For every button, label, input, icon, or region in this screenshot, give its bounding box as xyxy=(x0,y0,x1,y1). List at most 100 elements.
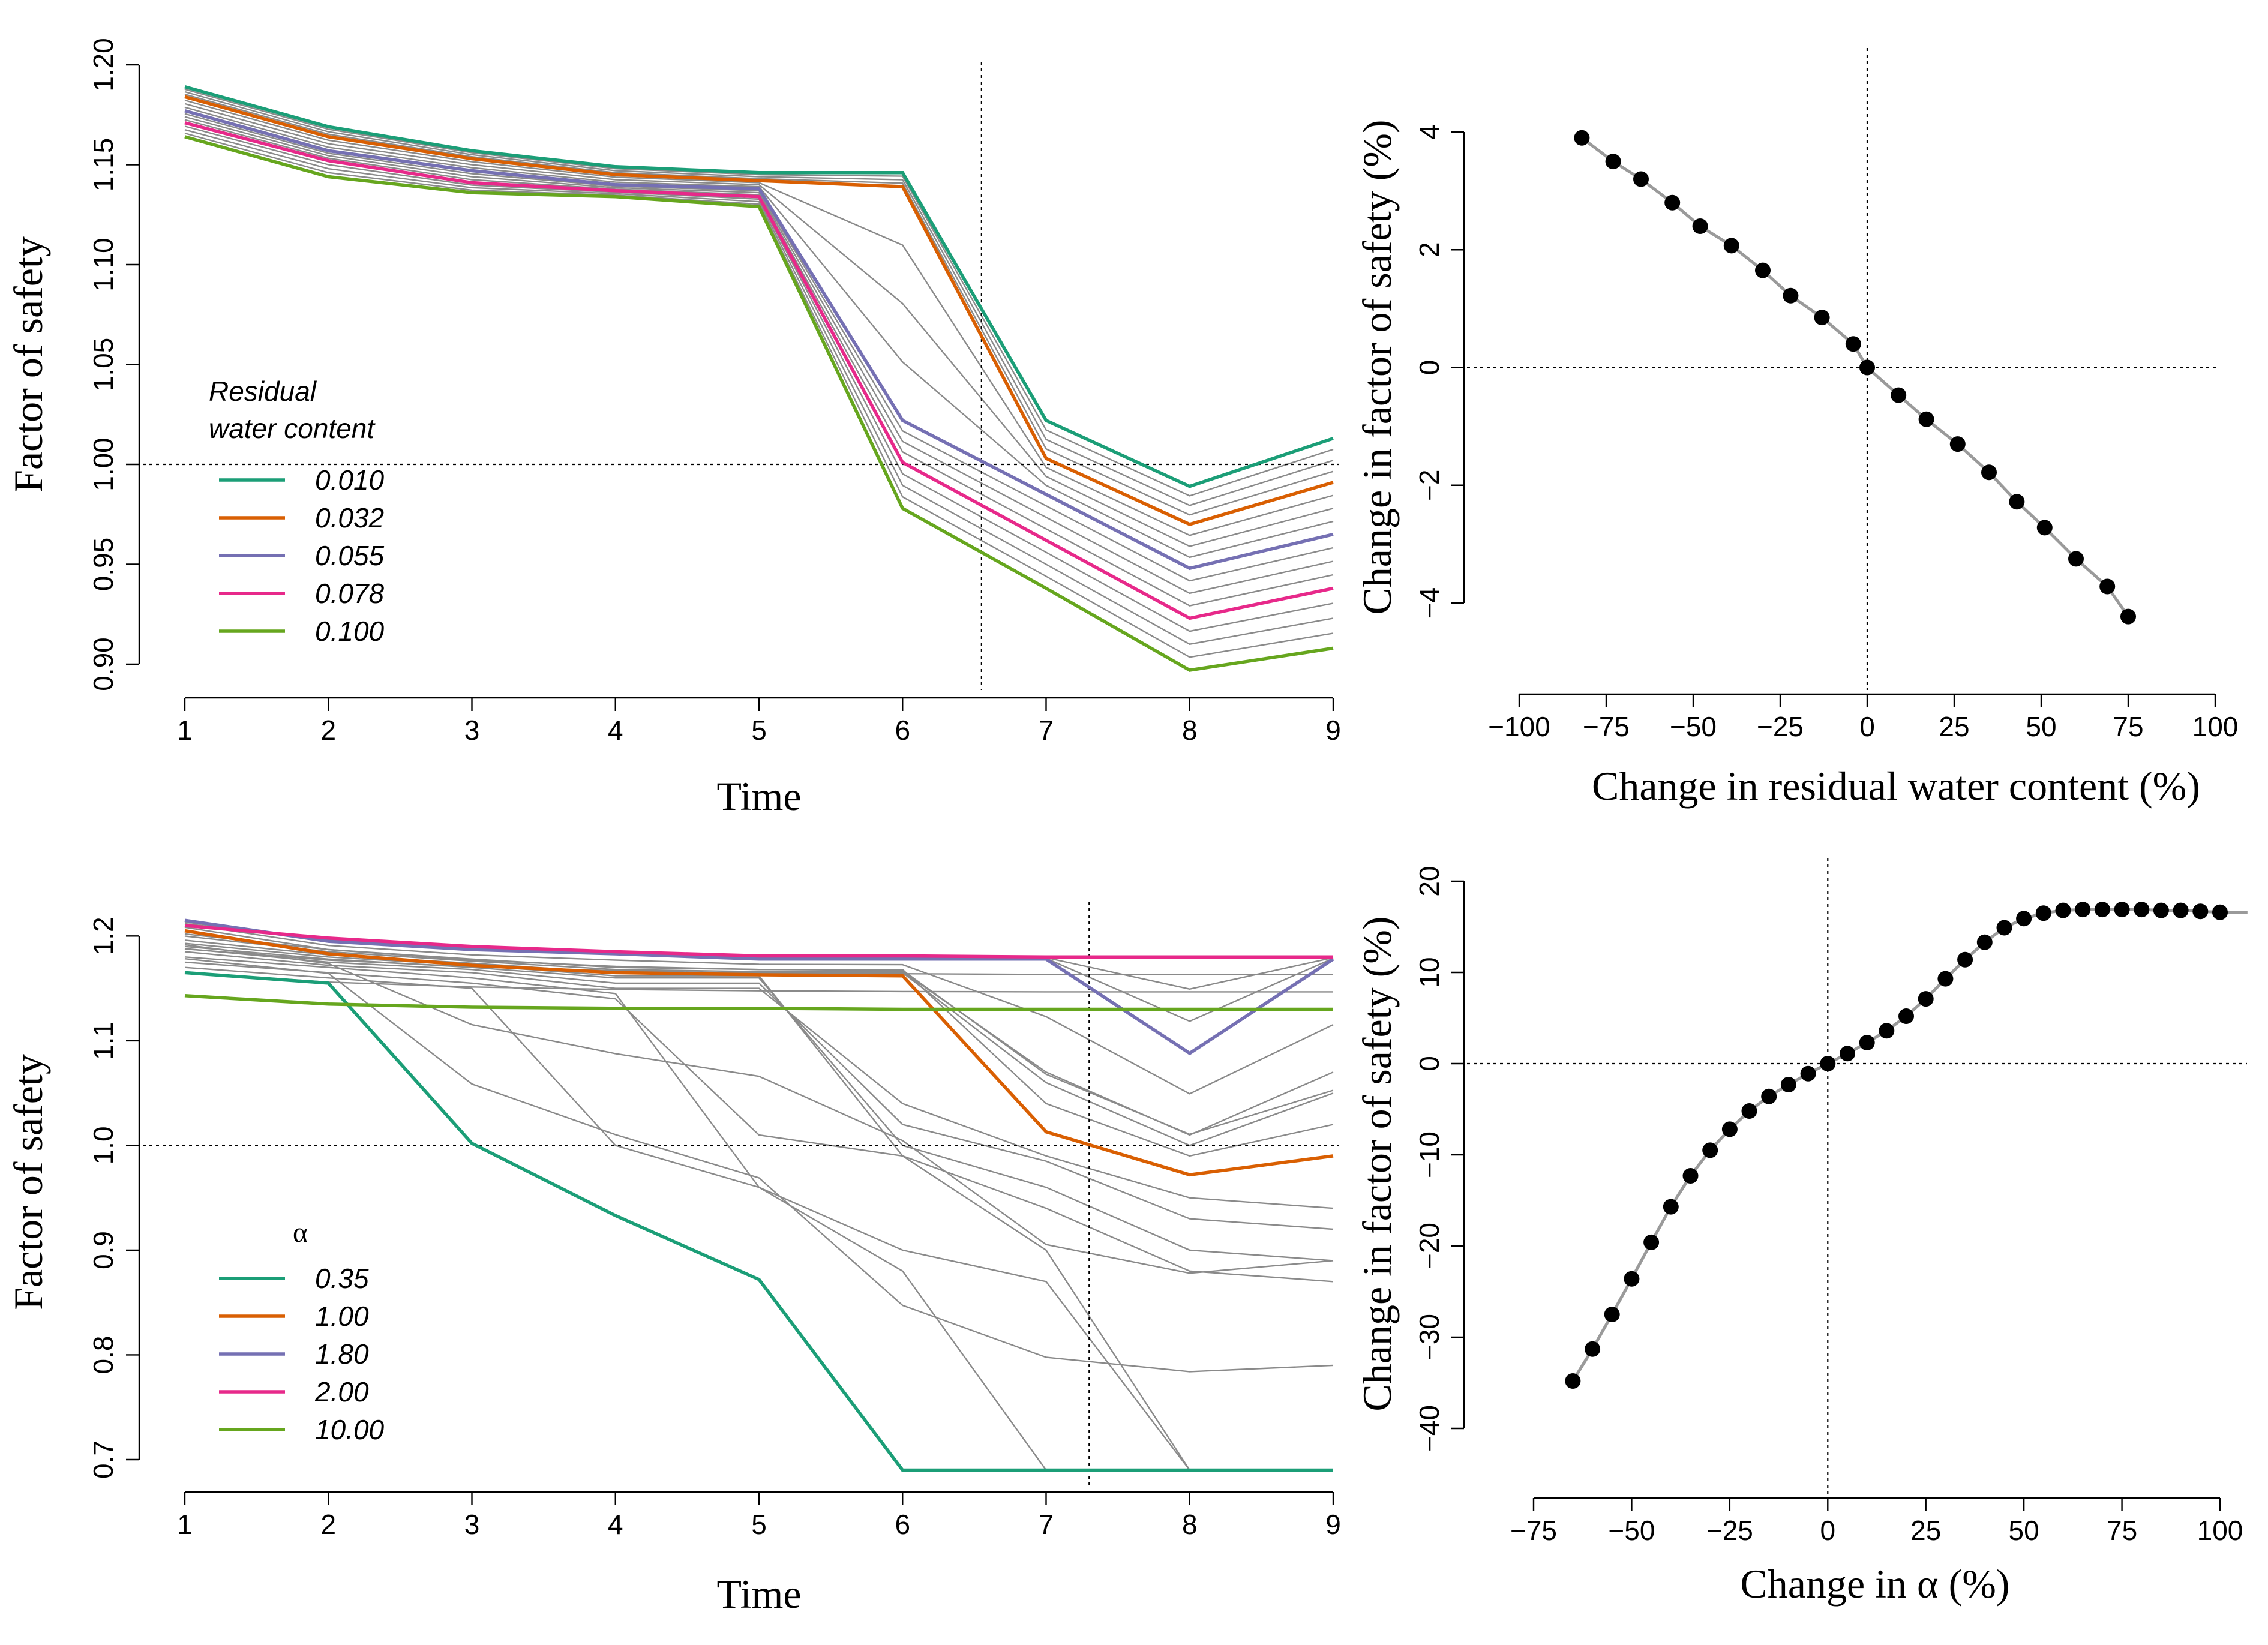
panel-d-axes: −75 −50 −25 0 25 50 75 100 −40 −30 −20 −10 0 10 20 xyxy=(1414,866,2243,1546)
b-point xyxy=(1723,238,1739,254)
a-grey-line xyxy=(184,88,1334,497)
a-grey-line xyxy=(184,103,1334,547)
panel-a-grey-lines xyxy=(184,88,1334,658)
legend-label-1.00: 1.00 xyxy=(315,1301,369,1332)
legend-title-alpha: α xyxy=(293,1217,308,1248)
a-y-tick-label: 0.95 xyxy=(88,538,119,592)
a-y-tick-label: 1.20 xyxy=(88,38,119,92)
panel-b-x-label: Change in residual water content (%) xyxy=(1592,763,2200,809)
b-trend-line xyxy=(1580,136,2130,618)
c-grey-line xyxy=(184,942,1334,1283)
b-point xyxy=(1981,464,1997,481)
b-point xyxy=(2036,520,2053,536)
panel-b-reference-lines xyxy=(1467,48,2219,690)
c-grey-line xyxy=(184,971,1333,993)
d-point xyxy=(1624,1271,1640,1287)
a-y-tick-label: 0.90 xyxy=(88,637,119,691)
c-grey-line xyxy=(184,961,1333,1471)
c-y-tick-label: 1.1 xyxy=(88,1022,119,1060)
b-point xyxy=(2009,494,2025,510)
panel-b-sensitivity-residual: −100 −75 −50 −25 0 25 50 75 100 −4 −2 0 2 4 Change in… xyxy=(1354,48,2238,809)
b-point xyxy=(1859,359,1875,376)
a-series-0.032 xyxy=(184,95,1334,526)
d-point xyxy=(2192,903,2209,920)
b-point xyxy=(1918,411,1934,427)
a-grey-line xyxy=(184,93,1334,516)
panel-a-x-label: Time xyxy=(716,773,801,819)
d-point xyxy=(1604,1307,1620,1322)
b-x-tick-label: −50 xyxy=(1670,711,1717,742)
d-point xyxy=(1702,1142,1718,1158)
d-point xyxy=(1761,1088,1777,1104)
panel-a-fs-vs-time-residual: 1 2 3 4 5 6 7 8 9 0.90 0.95 1.00 1.05 1.10 1.15 1.20 Ti… xyxy=(5,38,1341,819)
b-y-tick-label: −4 xyxy=(1414,587,1445,619)
c-series-0.35 xyxy=(184,971,1333,1472)
d-point xyxy=(2114,902,2130,918)
b-point xyxy=(1574,130,1590,146)
panel-c-grey-lines xyxy=(184,921,1334,1471)
d-point xyxy=(1898,1008,1914,1024)
c-grey-line xyxy=(184,923,1334,1095)
a-grey-line xyxy=(184,106,1334,559)
d-y-tick-label: 0 xyxy=(1414,1056,1445,1071)
c-x-tick-label: 8 xyxy=(1182,1509,1198,1540)
a-x-tick-label: 8 xyxy=(1182,715,1198,746)
a-series-0.100 xyxy=(184,135,1334,672)
d-point xyxy=(1643,1234,1660,1250)
panel-a-y-label: Factor of safety xyxy=(5,236,51,493)
b-y-tick-label: 4 xyxy=(1414,124,1445,140)
c-grey-line xyxy=(184,956,1333,1471)
a-y-tick-label: 1.15 xyxy=(88,138,119,192)
c-x-tick-label: 9 xyxy=(1325,1509,1341,1540)
b-point xyxy=(1633,171,1649,187)
d-point xyxy=(1859,1035,1875,1050)
b-x-tick-label: 50 xyxy=(2026,711,2056,742)
legend-label-1.80: 1.80 xyxy=(315,1338,369,1370)
c-series-1.80 xyxy=(184,918,1334,1056)
d-y-tick-label: −20 xyxy=(1414,1223,1445,1269)
panel-b-data xyxy=(1574,130,2136,625)
d-point xyxy=(1741,1103,1757,1119)
a-series-0.010 xyxy=(184,85,1334,488)
b-x-tick-label: −100 xyxy=(1488,711,1550,742)
d-point xyxy=(1918,991,1934,1007)
a-x-tick-label: 6 xyxy=(895,715,910,746)
c-x-tick-label: 5 xyxy=(751,1509,767,1540)
b-x-tick-label: 25 xyxy=(1939,711,1969,742)
legend-label-0.078: 0.078 xyxy=(315,578,385,609)
d-point xyxy=(2055,902,2071,918)
c-series-1.00 xyxy=(184,929,1334,1177)
legend-title-line-1: Residual xyxy=(209,376,317,407)
b-x-tick-label: 100 xyxy=(2192,711,2239,742)
a-x-tick-label: 2 xyxy=(320,715,336,746)
d-point xyxy=(2094,902,2110,918)
d-point xyxy=(1663,1199,1679,1215)
d-point xyxy=(1957,951,1973,968)
b-point xyxy=(1605,154,1621,170)
panel-c-fs-vs-time-alpha: 1 2 3 4 5 6 7 8 9 0.7 0.8 0.9 1.0 1.1 1.2 Time Factor … xyxy=(5,902,1341,1617)
a-y-tick-label: 1.05 xyxy=(88,338,119,392)
d-point xyxy=(1780,1077,1796,1092)
a-series-0.055 xyxy=(184,109,1334,571)
a-grey-line xyxy=(184,99,1334,536)
d-x-tick-label: 100 xyxy=(2197,1515,2243,1546)
c-y-tick-label: 1.2 xyxy=(88,917,119,955)
panel-c-legend: α 0.35 1.00 1.80 2.00 10.00 xyxy=(219,1217,385,1445)
c-x-tick-label: 3 xyxy=(464,1509,480,1540)
b-x-tick-label: −25 xyxy=(1757,711,1804,742)
a-x-tick-label: 4 xyxy=(608,715,623,746)
a-x-tick-label: 7 xyxy=(1039,715,1054,746)
b-x-tick-label: −75 xyxy=(1583,711,1630,742)
d-point xyxy=(1585,1341,1601,1357)
d-point xyxy=(1879,1023,1895,1039)
d-y-tick-label: −30 xyxy=(1414,1314,1445,1361)
b-point xyxy=(1845,336,1861,352)
a-grey-line xyxy=(184,119,1334,607)
d-point xyxy=(2153,902,2169,918)
panel-b-y-label: Change in factor of safety (%) xyxy=(1354,119,1400,614)
d-point xyxy=(1565,1373,1581,1389)
a-y-tick-label: 1.00 xyxy=(88,437,119,491)
c-grey-line xyxy=(184,945,1334,1262)
panel-c-axes: 1 2 3 4 5 6 7 8 9 0.7 0.8 0.9 1.0 1.1 1.2 xyxy=(88,917,1341,1540)
